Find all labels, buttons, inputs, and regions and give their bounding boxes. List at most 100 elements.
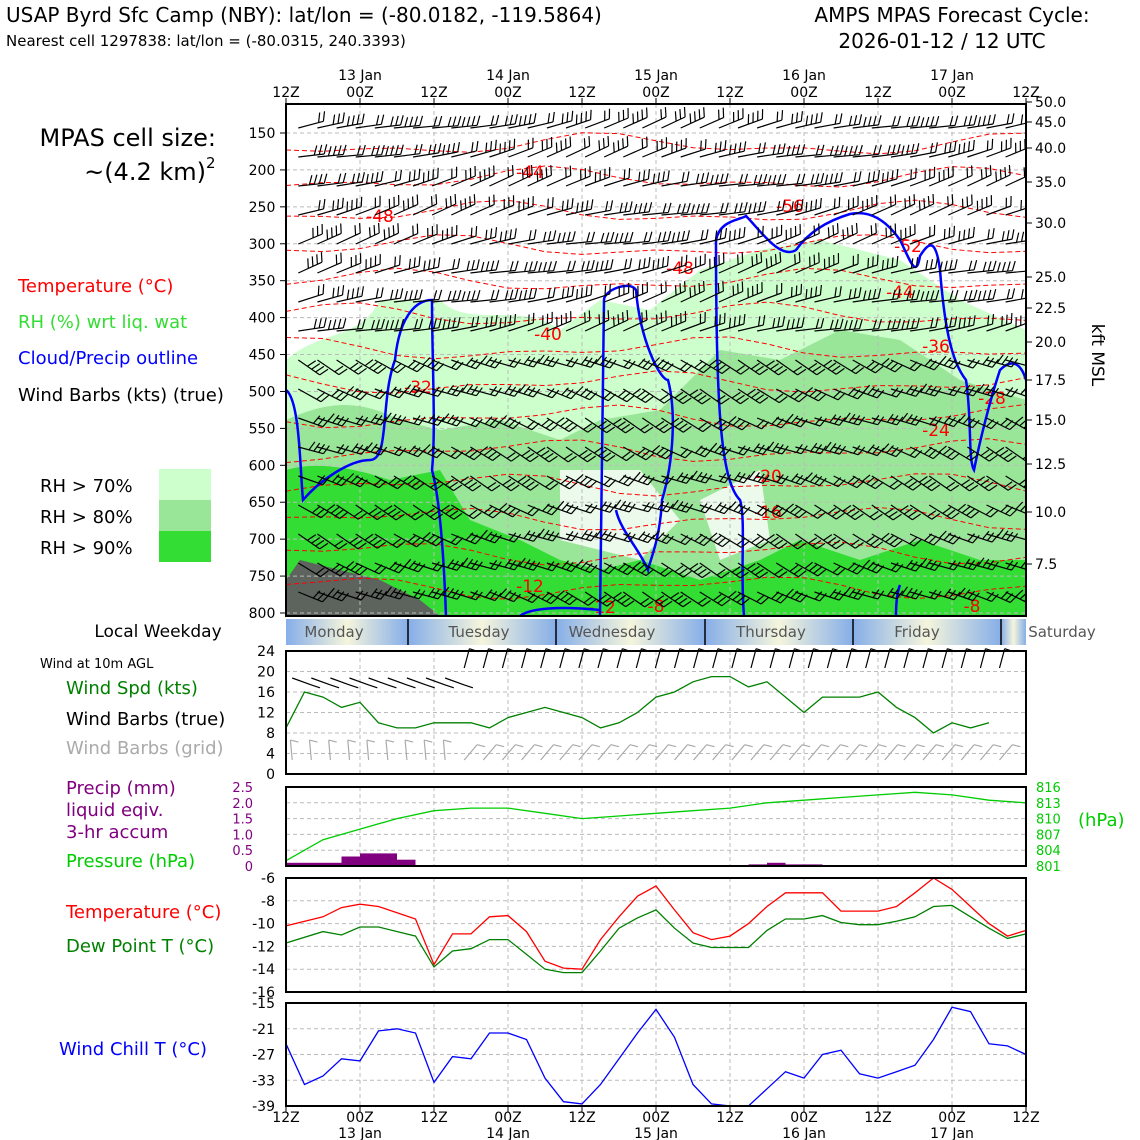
wind-barb — [527, 311, 553, 332]
top-time-tick-label: 00Z — [494, 85, 521, 101]
wind-barb — [928, 194, 954, 216]
wind-barb — [756, 224, 783, 245]
wind-barb — [642, 591, 673, 608]
wind-barb — [584, 108, 611, 129]
legend-cloud: Cloud/Precip outline — [18, 348, 198, 369]
wind-barb — [451, 259, 480, 274]
wind-barb — [374, 504, 405, 521]
wind-barb — [967, 475, 998, 492]
wind-barb — [814, 223, 839, 245]
wind-barb — [298, 590, 330, 603]
wind-barb — [546, 446, 577, 463]
wind-barb — [374, 561, 407, 574]
wind-barb — [393, 475, 425, 491]
wind-barb — [546, 387, 579, 400]
panel-frame — [285, 877, 1027, 993]
wind-barb — [431, 166, 458, 187]
wind-barb — [393, 359, 425, 373]
wind-barb — [661, 106, 686, 129]
wind-barb — [756, 359, 788, 376]
wind-barb — [451, 289, 481, 303]
wind-barb — [795, 223, 820, 245]
temperature-contour-label: -12 — [516, 577, 544, 597]
wind-barb — [546, 231, 576, 245]
temperature-panel: -6 -8 -10 -12 -14 -16 — [252, 871, 1027, 1001]
wind-barb — [718, 501, 751, 516]
bottom-time-tick-label: 12Z — [864, 1110, 891, 1126]
wind-barb — [680, 562, 711, 579]
wind-barb — [431, 475, 463, 492]
pressure-tick-label: 750 — [249, 569, 276, 585]
pressure-y-tick-label: 804 — [1036, 844, 1061, 859]
wind-barb-grid — [807, 744, 830, 761]
wind-barb — [336, 196, 363, 216]
wind-barb — [489, 502, 521, 518]
wind-barb — [776, 503, 808, 519]
wind-barb — [451, 194, 476, 216]
pressure-tick-label: 300 — [249, 237, 276, 253]
wind-barb — [451, 165, 476, 187]
wind-barb — [852, 504, 883, 521]
wind-barb — [431, 225, 458, 245]
wind-barb — [757, 143, 786, 158]
wind-barb — [986, 387, 1019, 398]
wind-barb — [431, 258, 461, 274]
wind-barb-grid — [769, 744, 792, 761]
wind-barb — [642, 255, 669, 274]
wind-barb — [336, 560, 368, 576]
wind-panel: 0 4 8 12 16 20 24 — [257, 644, 1027, 783]
wind-barb — [967, 504, 999, 518]
wind-barb — [604, 532, 636, 543]
bottom-time-tick-label: 00Z — [938, 1110, 965, 1126]
dew-point-line — [285, 904, 1027, 974]
wind-barb — [718, 562, 749, 579]
bottom-date-label: 14 Jan — [486, 1126, 530, 1140]
wind-barb — [775, 359, 807, 376]
temperature-line — [285, 877, 1027, 970]
wind-barb-grid — [712, 744, 734, 761]
wind-barb — [604, 168, 631, 187]
top-time-tick-label: 12Z — [568, 85, 595, 101]
top-time-tick-label: 12Z — [864, 85, 891, 101]
wind-barb-grid — [385, 739, 395, 761]
wind-barb — [336, 172, 365, 187]
wind-barb — [1005, 475, 1026, 490]
wind-barb — [450, 475, 482, 492]
wind-barb-grid — [347, 739, 356, 761]
wind-barb — [909, 446, 942, 460]
wind-barb — [718, 201, 748, 216]
wind-barb — [298, 388, 330, 403]
wind-barb — [393, 558, 426, 573]
wind-barb — [642, 170, 670, 187]
bottom-time-tick-label: 12Z — [716, 1110, 743, 1126]
legend-rh70-label: RH > 70% — [40, 476, 133, 497]
wind-barb — [756, 251, 782, 274]
wind-barb — [1005, 387, 1026, 397]
wind-barb — [527, 287, 556, 303]
wind-barb — [623, 471, 655, 486]
wind-barb — [948, 260, 978, 274]
wind-barb — [718, 388, 749, 405]
wind-barb — [948, 587, 980, 602]
precip-bar — [767, 862, 786, 866]
wind-barb — [871, 532, 903, 548]
wind-barb — [909, 475, 941, 492]
wind-barb — [737, 359, 769, 376]
wind-barb — [584, 501, 617, 513]
bottom-date-label: 17 Jan — [930, 1126, 974, 1140]
wind-barb — [374, 359, 406, 374]
wind-barb — [642, 107, 667, 129]
wind-barb — [355, 359, 387, 375]
weekday-band — [705, 619, 853, 645]
wind-barb — [756, 474, 789, 485]
panel-y-tick-label: 4 — [266, 747, 275, 763]
wind-barb — [661, 138, 687, 158]
wind-barb-grid — [463, 744, 486, 761]
wind-barb — [776, 144, 806, 158]
wind-barb — [489, 475, 520, 492]
panel-y-tick-label: -39 — [252, 1099, 275, 1115]
legend-rh80-swatch — [159, 500, 211, 531]
cloud-outline — [286, 298, 448, 616]
wind-barb — [756, 504, 789, 518]
wind-barb — [986, 137, 1012, 158]
